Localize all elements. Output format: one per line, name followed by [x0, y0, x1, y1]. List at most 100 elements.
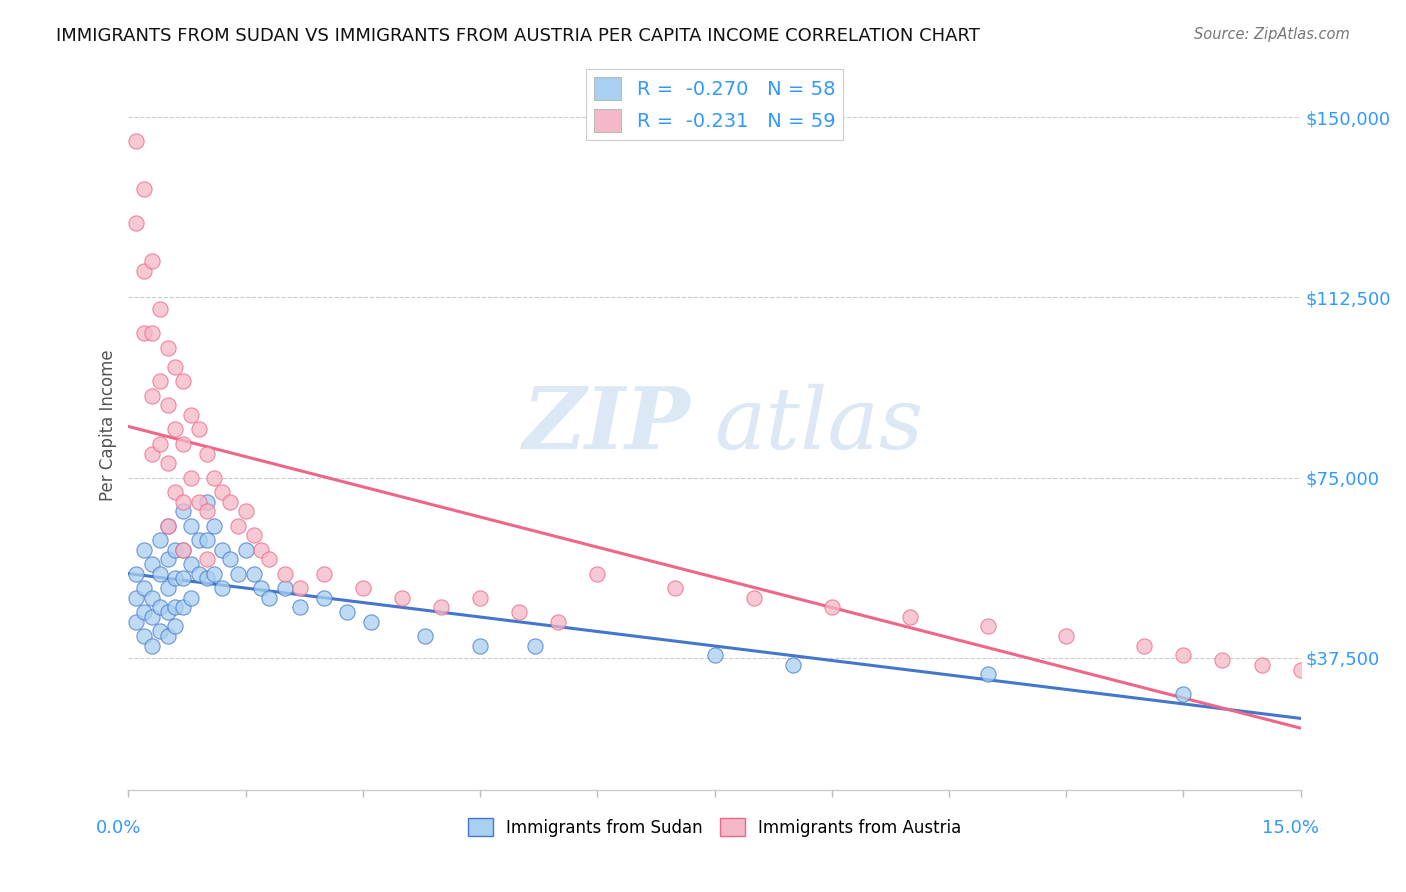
Point: [195, 446, 218, 460]
Point: [204, 566, 226, 581]
Point: [250, 542, 273, 557]
Point: [156, 518, 179, 533]
Point: [180, 557, 202, 571]
Point: [132, 326, 155, 341]
Point: [742, 591, 765, 605]
Point: [664, 581, 686, 595]
Point: [211, 542, 233, 557]
Point: [336, 605, 359, 619]
Point: [312, 566, 335, 581]
Point: [1133, 639, 1156, 653]
Point: [156, 518, 179, 533]
Point: [149, 566, 172, 581]
Point: [141, 389, 163, 403]
Point: [132, 581, 155, 595]
Point: [141, 591, 163, 605]
Point: [156, 341, 179, 355]
Point: [415, 629, 437, 643]
Point: [125, 591, 148, 605]
Point: [257, 591, 280, 605]
Point: [586, 566, 609, 581]
Point: [132, 542, 155, 557]
Point: [468, 591, 491, 605]
Point: [141, 254, 163, 268]
Point: [977, 619, 1000, 633]
Point: [211, 581, 233, 595]
Point: [242, 528, 264, 542]
Point: [274, 566, 297, 581]
Point: [149, 437, 172, 451]
Point: [165, 600, 187, 615]
Text: 15.0%: 15.0%: [1261, 819, 1319, 837]
Point: [547, 615, 569, 629]
Point: [204, 518, 226, 533]
Point: [180, 591, 202, 605]
Point: [235, 542, 257, 557]
Point: [172, 494, 194, 508]
Text: atlas: atlas: [714, 384, 924, 466]
Point: [187, 494, 209, 508]
Point: [132, 605, 155, 619]
Point: [156, 605, 179, 619]
Point: [1173, 687, 1195, 701]
Point: [468, 639, 491, 653]
Point: [195, 571, 218, 585]
Point: [195, 533, 218, 547]
Point: [1054, 629, 1077, 643]
Point: [391, 591, 413, 605]
Point: [125, 134, 148, 148]
Point: [898, 610, 921, 624]
Point: [156, 581, 179, 595]
Point: [523, 639, 546, 653]
Point: [165, 619, 187, 633]
Point: [141, 639, 163, 653]
Point: [211, 485, 233, 500]
Point: [141, 610, 163, 624]
Point: [312, 591, 335, 605]
Point: [219, 552, 242, 566]
Point: [250, 581, 273, 595]
Point: [149, 302, 172, 317]
Point: [1250, 657, 1272, 672]
Point: [703, 648, 725, 663]
Point: [782, 657, 804, 672]
Point: [821, 600, 844, 615]
Point: [187, 533, 209, 547]
Point: [242, 566, 264, 581]
Point: [165, 542, 187, 557]
Point: [132, 264, 155, 278]
Point: [187, 566, 209, 581]
Point: [508, 605, 530, 619]
Point: [125, 566, 148, 581]
Point: [1289, 663, 1312, 677]
Point: [141, 446, 163, 460]
Point: [165, 359, 187, 374]
Point: [274, 581, 297, 595]
Point: [977, 667, 1000, 681]
Point: [165, 571, 187, 585]
Point: [141, 557, 163, 571]
Text: 0.0%: 0.0%: [96, 819, 141, 837]
Text: IMMIGRANTS FROM SUDAN VS IMMIGRANTS FROM AUSTRIA PER CAPITA INCOME CORRELATION C: IMMIGRANTS FROM SUDAN VS IMMIGRANTS FROM…: [56, 27, 980, 45]
Point: [204, 470, 226, 484]
Point: [156, 629, 179, 643]
Point: [156, 456, 179, 470]
Point: [360, 615, 382, 629]
Point: [195, 552, 218, 566]
Point: [195, 494, 218, 508]
Point: [172, 542, 194, 557]
Point: [149, 600, 172, 615]
Point: [235, 504, 257, 518]
Point: [132, 182, 155, 196]
Text: ZIP: ZIP: [523, 383, 692, 467]
Point: [290, 600, 312, 615]
Legend: R =  -0.270   N = 58, R =  -0.231   N = 59: R = -0.270 N = 58, R = -0.231 N = 59: [586, 70, 844, 139]
Point: [172, 600, 194, 615]
Point: [172, 504, 194, 518]
Point: [180, 518, 202, 533]
Point: [165, 422, 187, 436]
Text: Source: ZipAtlas.com: Source: ZipAtlas.com: [1194, 27, 1350, 42]
Point: [141, 326, 163, 341]
Point: [226, 566, 249, 581]
Point: [172, 571, 194, 585]
